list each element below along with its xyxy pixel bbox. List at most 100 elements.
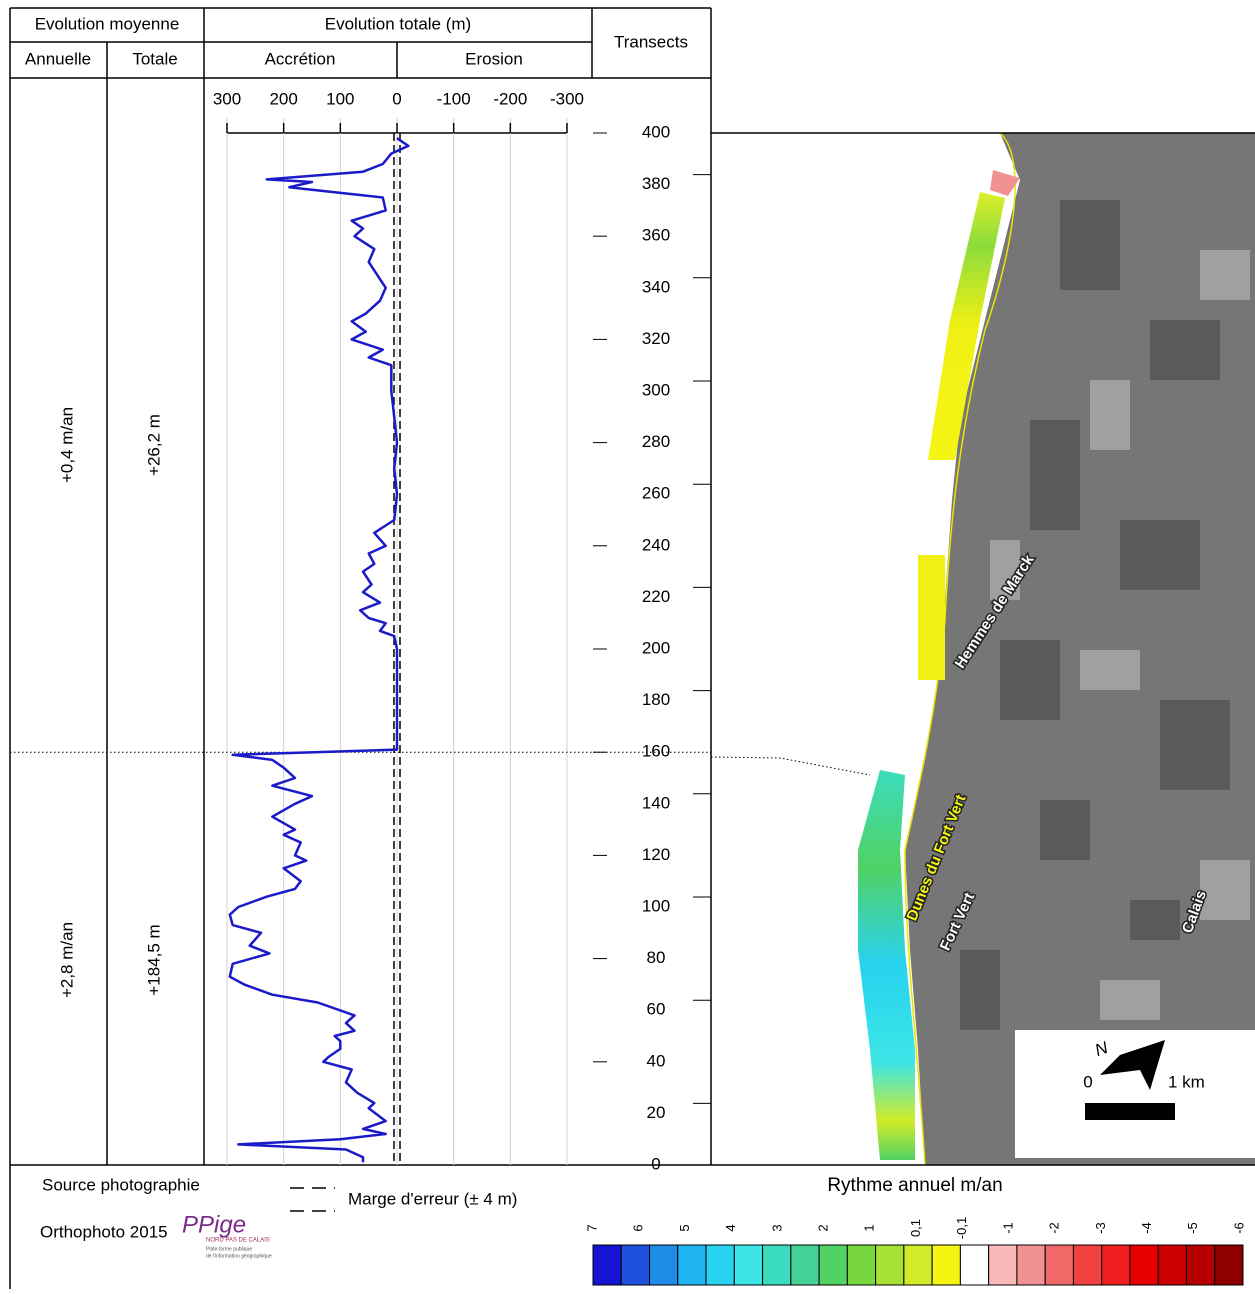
line-chart: 300 200 100 0 -100 -200 -300 0 20 40 60 80 100 120 140… xyxy=(10,89,711,1173)
legend-label: 0,1 xyxy=(908,1219,923,1237)
y-tick-label: 240 xyxy=(642,535,670,554)
y-tick-label: 0 xyxy=(651,1154,660,1173)
table-frame xyxy=(9,7,1255,1289)
header: Annuelle xyxy=(25,49,91,68)
segment-total: +26,2 m xyxy=(144,414,163,476)
y-tick-label: 360 xyxy=(642,226,670,245)
orthophoto: Orthophoto 2015 xyxy=(40,1222,168,1241)
y-tick-label: 340 xyxy=(642,277,670,296)
logo-sub: Plate-forme publique xyxy=(206,1246,252,1252)
scale-box xyxy=(1015,1030,1255,1158)
legend-label: 7 xyxy=(584,1224,599,1231)
y-tick-label: 320 xyxy=(642,329,670,348)
legend-label: 3 xyxy=(769,1224,784,1231)
legend-label: -4 xyxy=(1139,1222,1154,1234)
header: Accrétion xyxy=(265,49,336,68)
logo: PPige xyxy=(182,1211,246,1238)
legend-label: -6 xyxy=(1231,1222,1246,1234)
segment-total: +184,5 m xyxy=(144,924,163,995)
strip-red xyxy=(990,170,1020,196)
x-tick-label: -200 xyxy=(493,89,527,108)
legend-swatch xyxy=(875,1244,905,1286)
y-tick-label: 400 xyxy=(642,122,670,141)
legend-swatch xyxy=(1185,1244,1216,1286)
header: Totale xyxy=(132,49,177,68)
legend-swatch xyxy=(1072,1244,1103,1286)
fields xyxy=(960,200,1230,1030)
strip-lower xyxy=(858,770,915,1160)
north-arrow xyxy=(1100,1040,1165,1090)
x-tick-label: 200 xyxy=(269,89,297,108)
x-tick-label: -300 xyxy=(550,89,584,108)
legend-label: 4 xyxy=(723,1224,738,1231)
y-tick-label: 220 xyxy=(642,587,670,606)
legend-label: 2 xyxy=(816,1224,831,1231)
legend-swatch xyxy=(931,1244,961,1286)
y-tick-label: 80 xyxy=(647,948,666,967)
legend-swatch xyxy=(649,1244,679,1286)
legend-swatch xyxy=(762,1244,792,1286)
strip-upper xyxy=(928,192,1005,460)
legend-swatch xyxy=(592,1244,622,1286)
legend-swatch xyxy=(959,1244,990,1286)
header: Transects xyxy=(614,32,688,51)
legend-label: 1 xyxy=(862,1224,877,1231)
y-tick-label: 100 xyxy=(642,896,670,915)
y-tick-label: 60 xyxy=(647,1000,666,1019)
logo-region: NORD PAS DE CALAIS xyxy=(206,1238,270,1244)
y-tick-label: 40 xyxy=(647,1051,666,1070)
segment-annual: +2,8 m/an xyxy=(57,922,76,998)
x-tick-label: -100 xyxy=(437,89,471,108)
color-legend: 7 6 5 4 3 2 1 0,1 -0,1 -1 -2 -3 -4 -5 -6 xyxy=(584,1217,1246,1286)
legend-label: 6 xyxy=(631,1224,646,1231)
scale-start: 0 xyxy=(1083,1072,1092,1091)
strip-middle xyxy=(918,555,945,680)
legend-swatch xyxy=(1214,1244,1244,1286)
legend-swatch xyxy=(677,1244,707,1286)
legend-label: -1 xyxy=(1000,1222,1015,1234)
legend-label: -0,1 xyxy=(954,1217,969,1239)
y-tick-label: 280 xyxy=(642,432,670,451)
segment-annual: +0,4 m/an xyxy=(57,407,76,483)
y-tick-label: 180 xyxy=(642,690,670,709)
legend-swatch xyxy=(1101,1244,1131,1286)
header: Erosion xyxy=(465,49,523,68)
segment-divider-map xyxy=(710,756,871,776)
legend-swatch xyxy=(1157,1244,1187,1286)
legend-swatch xyxy=(1016,1244,1046,1286)
legend-swatch xyxy=(620,1244,651,1286)
legend-swatch xyxy=(846,1244,877,1286)
x-tick-label: 300 xyxy=(213,89,241,108)
legend-swatch xyxy=(790,1244,820,1286)
source-label: Source photographie xyxy=(42,1175,200,1194)
y-tick-label: 140 xyxy=(642,793,670,812)
y-tick-label: 300 xyxy=(642,380,670,399)
legend-label: -5 xyxy=(1185,1222,1200,1234)
header: Evolution moyenne xyxy=(35,14,180,33)
scale-end: 1 km xyxy=(1168,1072,1205,1091)
x-tick-label: 0 xyxy=(392,89,401,108)
x-tick-label: 100 xyxy=(326,89,354,108)
scale-bar xyxy=(1085,1103,1175,1120)
legend-label: -3 xyxy=(1093,1222,1108,1234)
legend-swatch xyxy=(733,1244,764,1286)
y-tick-label: 120 xyxy=(642,845,670,864)
header: Evolution totale (m) xyxy=(325,14,471,33)
error-legend-label: Marge d'erreur (± 4 m) xyxy=(348,1189,517,1208)
fields-light xyxy=(990,250,1250,1020)
legend-swatch xyxy=(988,1244,1018,1286)
y-tick-label: 200 xyxy=(642,638,670,657)
legend-label: -2 xyxy=(1047,1222,1062,1234)
y-tick-label: 380 xyxy=(642,174,670,193)
y-tick-label: 260 xyxy=(642,484,670,503)
legend-swatch xyxy=(903,1244,933,1286)
y-tick-label: 160 xyxy=(642,742,670,761)
logo-sub: de l'information géographique xyxy=(206,1253,272,1259)
legend-title: Rythme annuel m/an xyxy=(827,1175,1002,1196)
legend-swatch xyxy=(1044,1244,1074,1286)
legend-swatch xyxy=(1129,1244,1159,1286)
legend-label: 5 xyxy=(677,1224,692,1231)
